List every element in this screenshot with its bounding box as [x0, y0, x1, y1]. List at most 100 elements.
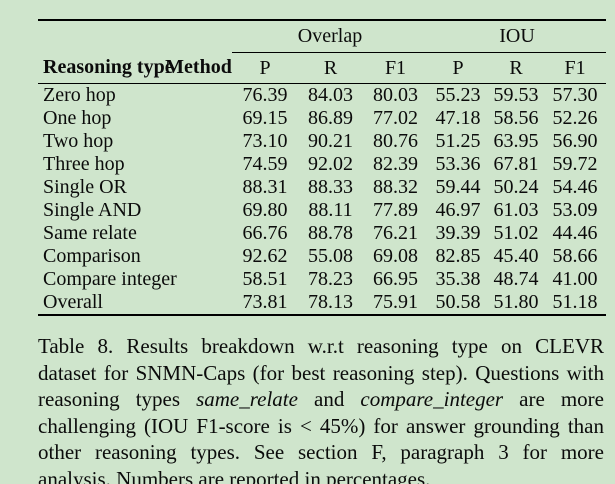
method-cell	[165, 245, 232, 268]
cell-value: 73.10	[242, 130, 288, 152]
table-row: Same relate 66.76 88.78 76.21 39.39 51.0…	[38, 222, 606, 245]
cell-value: 57.30	[552, 84, 598, 106]
cell-value: 77.02	[373, 107, 418, 129]
cell-value: 82.39	[373, 153, 418, 175]
cell-value: 88.11	[308, 199, 353, 221]
cell-value: 80.76	[373, 130, 418, 152]
table-row: Single AND 69.80 88.11 77.89 46.97 61.03…	[38, 199, 606, 222]
caption-italic-same-relate: same_relate	[196, 387, 298, 412]
caption-text: are more challenging (IOU F1-score is < …	[38, 387, 604, 484]
cell-value: 82.85	[435, 245, 481, 267]
column-header-row: Reasoning type Method P R F1 P R F1	[38, 52, 607, 84]
table-row: Comparison 92.62 55.08 69.08 82.85 45.40…	[38, 245, 606, 268]
cell-value: 58.66	[552, 245, 598, 267]
group-header-row: Overlap IOU	[38, 20, 607, 53]
cell-value: 61.03	[493, 199, 539, 221]
col-header-iou-f1: F1	[544, 52, 607, 84]
cell-value: 59.44	[435, 176, 481, 198]
method-cell	[165, 84, 232, 108]
row-label: Compare integer	[43, 268, 177, 290]
cell-value: 88.32	[373, 176, 418, 198]
cell-value: 45.40	[493, 245, 539, 267]
cell-value: 76.39	[242, 84, 288, 106]
row-label: Single OR	[43, 176, 127, 198]
cell-value: 78.13	[298, 291, 363, 316]
col-header-iou-r: R	[488, 52, 545, 84]
col-header-method: Method	[165, 52, 232, 84]
cell-value: 46.97	[435, 199, 481, 221]
table-caption: Table 8. Results breakdown w.r.t reasoni…	[38, 333, 604, 484]
method-cell	[165, 222, 232, 245]
cell-value: 92.62	[242, 245, 288, 267]
method-cell	[165, 291, 232, 316]
cell-value: 54.46	[552, 176, 598, 198]
cell-value: 51.18	[544, 291, 607, 316]
cell-value: 66.76	[242, 222, 288, 244]
cell-value: 84.03	[308, 84, 353, 106]
caption-text: Table 8. Results breakdown w.r.t reasoni…	[38, 334, 604, 412]
cell-value: 77.89	[373, 199, 418, 221]
group-header-iou: IOU	[428, 20, 607, 53]
col-header-overlap-f1: F1	[363, 52, 429, 84]
method-cell	[165, 176, 232, 199]
cell-value: 59.53	[493, 84, 539, 106]
cell-value: 41.00	[552, 268, 598, 290]
cell-value: 63.95	[493, 130, 539, 152]
cell-value: 69.08	[373, 245, 418, 267]
cell-value: 39.39	[435, 222, 481, 244]
cell-value: 80.03	[373, 84, 418, 106]
col-header-iou-p: P	[428, 52, 489, 84]
cell-value: 35.38	[435, 268, 481, 290]
cell-value: 47.18	[435, 107, 481, 129]
table-row: Single OR 88.31 88.33 88.32 59.44 50.24 …	[38, 176, 606, 199]
method-cell	[165, 153, 232, 176]
table-row: One hop 69.15 86.89 77.02 47.18 58.56 52…	[38, 107, 606, 130]
cell-value: 86.89	[308, 107, 353, 129]
row-label: One hop	[43, 107, 112, 129]
col-header-overlap-p: P	[232, 52, 298, 84]
row-label: Comparison	[43, 245, 141, 267]
cell-value: 52.26	[552, 107, 598, 129]
cell-value: 58.51	[242, 268, 288, 290]
row-label: Single AND	[43, 199, 142, 221]
cell-value: 51.25	[435, 130, 481, 152]
cell-value: 78.23	[308, 268, 353, 290]
cell-value: 50.58	[428, 291, 489, 316]
cell-value: 55.23	[435, 84, 481, 106]
cell-value: 51.02	[493, 222, 539, 244]
cell-value: 76.21	[373, 222, 418, 244]
cell-value: 55.08	[308, 245, 353, 267]
cell-value: 73.81	[232, 291, 298, 316]
cell-value: 51.80	[488, 291, 545, 316]
cell-value: 90.21	[308, 130, 353, 152]
table-row: Three hop 74.59 92.02 82.39 53.36 67.81 …	[38, 153, 606, 176]
table-row: Zero hop 76.39 84.03 80.03 55.23 59.53 5…	[38, 84, 606, 108]
cell-value: 59.72	[552, 153, 598, 175]
row-label: Overall	[38, 291, 165, 316]
cell-value: 56.90	[552, 130, 598, 152]
results-table: Overlap IOU Reasoning type Method P R F1…	[38, 19, 607, 316]
method-cell	[165, 107, 232, 130]
cell-value: 88.78	[308, 222, 353, 244]
caption-text: and	[297, 387, 361, 412]
row-label: Three hop	[43, 153, 125, 175]
cell-value: 88.31	[242, 176, 288, 198]
cell-value: 75.91	[363, 291, 429, 316]
cell-value: 92.02	[308, 153, 353, 175]
row-label: Two hop	[43, 130, 114, 152]
group-header-overlap: Overlap	[232, 20, 429, 53]
cell-value: 69.15	[242, 107, 288, 129]
cell-value: 74.59	[242, 153, 288, 175]
table-row: Overall 73.81 78.13 75.91 50.58 51.80 51…	[38, 291, 607, 316]
cell-value: 50.24	[493, 176, 539, 198]
method-cell	[165, 130, 232, 153]
caption-italic-compare-integer: compare_integer	[360, 387, 504, 412]
col-header-overlap-r: R	[298, 52, 363, 84]
table-row: Two hop 73.10 90.21 80.76 51.25 63.95 56…	[38, 130, 606, 153]
cell-value: 58.56	[493, 107, 539, 129]
cell-value: 67.81	[493, 153, 539, 175]
col-header-reasoning-type: Reasoning type	[38, 52, 174, 84]
cell-value: 69.80	[242, 199, 288, 221]
cell-value: 53.09	[552, 199, 598, 221]
